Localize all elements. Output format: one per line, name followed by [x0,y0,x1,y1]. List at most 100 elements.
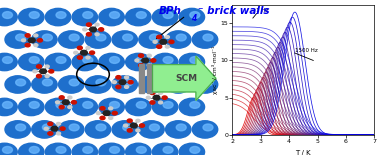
Circle shape [96,34,106,41]
Circle shape [130,123,137,128]
Circle shape [136,102,146,108]
Circle shape [56,57,66,63]
Circle shape [190,57,200,63]
Circle shape [110,12,119,18]
Circle shape [157,35,162,39]
Circle shape [69,79,79,86]
Circle shape [127,119,132,122]
Circle shape [85,76,111,93]
Y-axis label: χac′′ / cm³·mol⁻¹: χac′′ / cm³·mol⁻¹ [212,46,218,94]
Circle shape [83,146,93,153]
Circle shape [83,12,93,18]
Circle shape [69,124,79,131]
Circle shape [147,64,151,67]
Circle shape [37,39,42,42]
Circle shape [5,76,30,93]
Circle shape [179,8,204,26]
Circle shape [19,8,44,26]
Circle shape [116,85,121,89]
Circle shape [83,102,93,108]
Circle shape [203,34,213,41]
Circle shape [136,57,146,63]
Circle shape [37,65,42,68]
X-axis label: T / K: T / K [296,150,311,155]
Circle shape [29,102,39,108]
Circle shape [42,34,53,41]
Circle shape [158,101,163,104]
Circle shape [40,69,46,74]
Circle shape [176,34,186,41]
Bar [147,64,152,93]
Circle shape [190,102,200,108]
Circle shape [32,31,57,48]
Circle shape [149,79,160,86]
Circle shape [192,31,218,48]
Circle shape [179,53,204,71]
Circle shape [72,8,98,26]
Circle shape [103,111,110,115]
Circle shape [136,129,140,132]
Circle shape [108,107,113,110]
Circle shape [112,81,116,84]
Circle shape [176,124,186,131]
Circle shape [147,54,151,57]
Circle shape [152,98,178,116]
Circle shape [99,8,124,26]
Text: SCM: SCM [175,74,197,83]
Circle shape [56,122,60,125]
Circle shape [139,124,144,127]
Circle shape [3,12,12,18]
Circle shape [83,28,87,31]
Circle shape [125,143,151,155]
Circle shape [163,102,173,108]
Text: 1 Hz: 1 Hz [256,8,268,13]
Circle shape [33,70,37,73]
Circle shape [68,96,72,99]
Circle shape [5,121,30,138]
Circle shape [96,124,106,131]
Circle shape [48,122,53,126]
Circle shape [179,98,204,116]
Circle shape [62,100,69,105]
Circle shape [81,50,87,55]
Circle shape [124,124,128,127]
Circle shape [59,76,84,93]
Circle shape [163,146,173,153]
Circle shape [56,102,66,108]
Circle shape [112,31,138,48]
Circle shape [112,121,138,138]
Circle shape [110,57,119,63]
Circle shape [95,23,99,26]
Circle shape [99,53,124,71]
Circle shape [45,98,71,116]
Circle shape [87,33,91,36]
Text: BPh: BPh [159,6,182,16]
Circle shape [166,31,191,48]
Circle shape [86,46,90,49]
Circle shape [45,65,49,68]
Circle shape [28,38,35,43]
Bar [139,64,144,93]
Circle shape [152,53,178,71]
Circle shape [176,79,186,86]
Circle shape [100,116,105,120]
Circle shape [146,96,150,99]
Circle shape [45,75,49,78]
Circle shape [15,34,26,41]
Circle shape [90,51,94,54]
Circle shape [72,53,98,71]
Circle shape [32,76,57,93]
Circle shape [72,143,98,155]
Circle shape [25,34,30,37]
Circle shape [128,80,133,84]
Circle shape [190,12,200,18]
Text: 1500 Hz: 1500 Hz [295,48,318,53]
Circle shape [56,12,66,18]
Circle shape [158,91,163,94]
Circle shape [29,57,39,63]
Circle shape [3,102,12,108]
Circle shape [42,79,53,86]
Circle shape [162,96,167,99]
Circle shape [60,127,65,130]
Circle shape [125,53,151,71]
